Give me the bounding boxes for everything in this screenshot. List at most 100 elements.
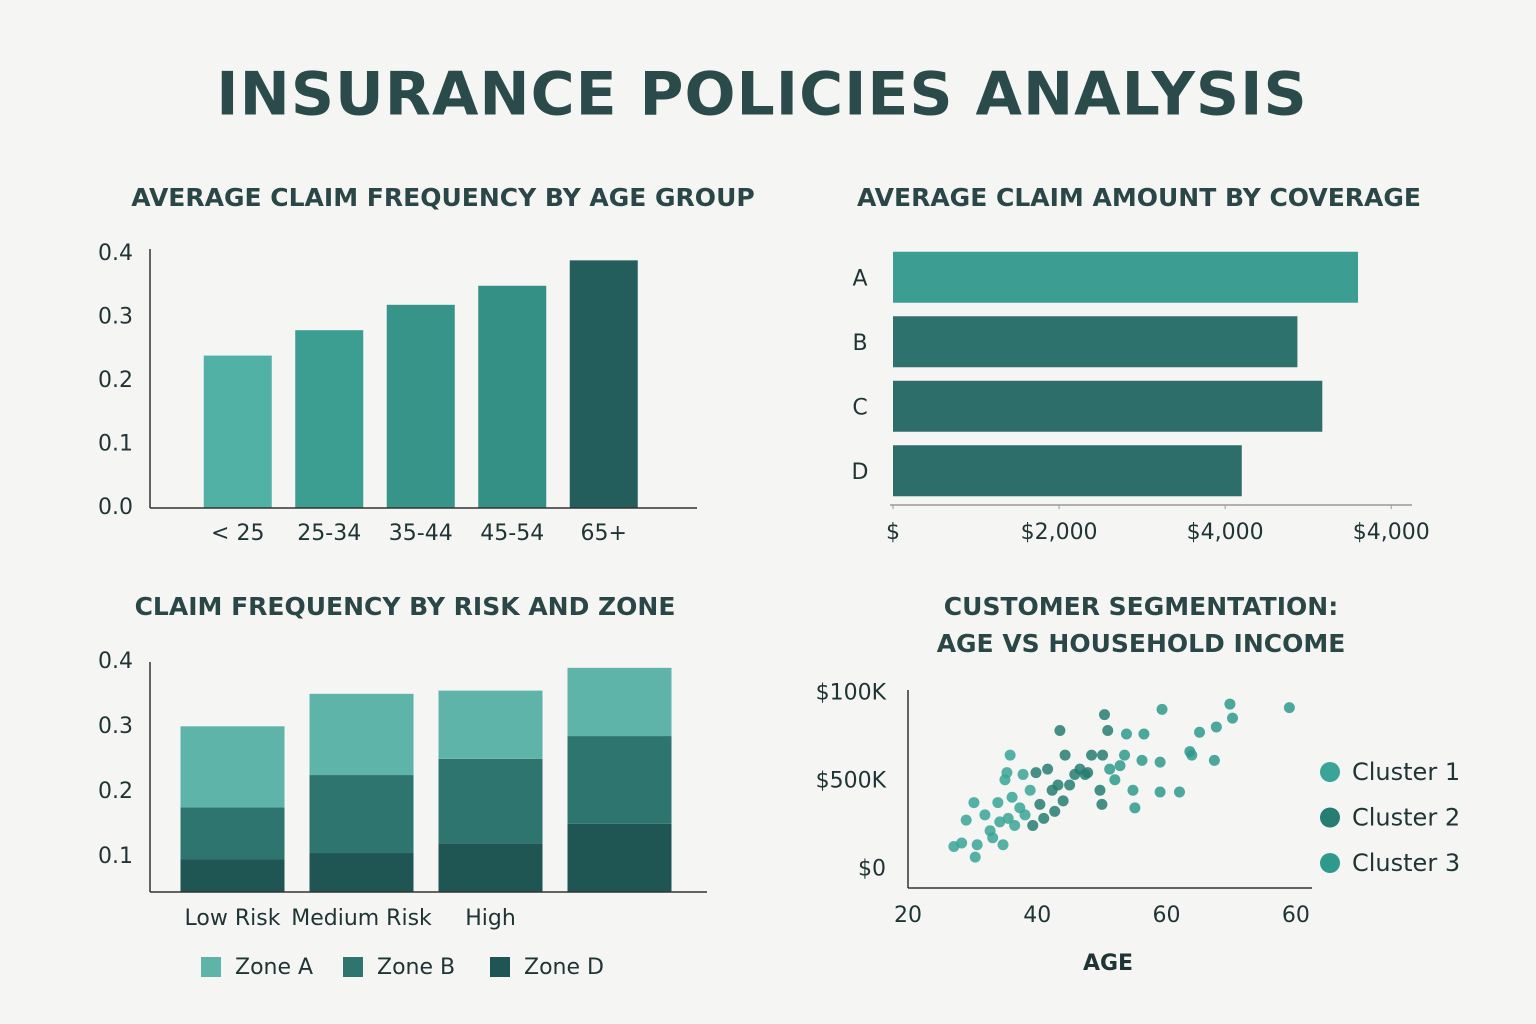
x-axis-label: AGE xyxy=(1083,951,1133,976)
y-tick-label: 0.3 xyxy=(98,305,133,330)
scatter-point xyxy=(1064,779,1076,791)
y-tick-label: 0.0 xyxy=(98,495,133,520)
scatter-point xyxy=(1038,812,1050,824)
scatter-point xyxy=(1097,749,1109,761)
scatter-point xyxy=(1009,819,1021,831)
bar xyxy=(203,355,272,508)
legend-marker xyxy=(1320,762,1340,782)
scatter-point xyxy=(1057,795,1069,807)
scatter-point xyxy=(1017,768,1029,780)
scatter-point xyxy=(1096,798,1108,810)
bar-segment xyxy=(567,667,672,737)
scatter-point xyxy=(992,797,1004,809)
bar xyxy=(893,316,1298,368)
scatter-point xyxy=(1094,784,1106,796)
legend-swatch xyxy=(201,957,221,977)
x-tick-label: 60 xyxy=(1282,903,1310,928)
scatter-point xyxy=(1102,724,1114,736)
scatter-point xyxy=(1099,709,1111,721)
legend-label: Zone B xyxy=(377,955,455,980)
chart-title: CUSTOMER SEGMENTATION: xyxy=(944,592,1338,621)
scatter-point xyxy=(1119,749,1131,761)
scatter-point xyxy=(1082,767,1094,779)
x-tick-label: $ xyxy=(886,520,900,545)
y-tick-label: 0.3 xyxy=(98,714,133,739)
scatter-point xyxy=(1059,749,1071,761)
scatter-point xyxy=(1054,724,1066,736)
x-tick-label: < 25 xyxy=(211,521,264,546)
legend-label: Zone D xyxy=(524,955,604,980)
scatter-point xyxy=(1052,779,1064,791)
legend-label: Cluster 2 xyxy=(1352,804,1460,832)
scatter-point xyxy=(987,832,999,844)
y-tick-label: A xyxy=(852,266,867,291)
bar xyxy=(386,304,455,508)
chart-title: AVERAGE CLAIM AMOUNT BY COVERAGE xyxy=(857,183,1421,212)
legend-label: Cluster 3 xyxy=(1352,849,1460,877)
scatter-point xyxy=(956,837,968,849)
scatter-point xyxy=(1173,786,1185,798)
scatter-point xyxy=(1001,767,1013,779)
x-tick-label: 60 xyxy=(1153,903,1181,928)
chart-title: AVERAGE CLAIM FREQUENCY BY AGE GROUP xyxy=(131,183,754,212)
x-tick-label: High xyxy=(465,906,516,931)
scatter-point xyxy=(1224,698,1236,710)
y-tick-label: B xyxy=(852,331,867,356)
scatter-point xyxy=(979,809,991,821)
scatter-point xyxy=(1034,798,1046,810)
scatter-point xyxy=(1030,767,1042,779)
x-tick-label: Medium Risk xyxy=(291,906,432,931)
y-tick-label: D xyxy=(852,460,869,485)
scatter-point xyxy=(1127,784,1139,796)
x-tick-label: 20 xyxy=(894,903,922,928)
legend-marker xyxy=(1320,807,1340,828)
bar-segment xyxy=(438,758,543,844)
x-tick-label: $4,000 xyxy=(1187,520,1264,545)
bar-segment xyxy=(567,736,672,824)
bar-segment xyxy=(567,823,672,892)
scatter-point xyxy=(1129,802,1141,814)
y-tick-label: 0.4 xyxy=(98,241,133,266)
scatter-point xyxy=(1049,805,1061,817)
x-tick-label: 35-44 xyxy=(389,521,453,546)
legend-label: Cluster 1 xyxy=(1352,758,1460,786)
y-tick-label: 0.2 xyxy=(98,779,133,804)
x-tick-label: $2,000 xyxy=(1021,520,1098,545)
chart-title: AGE VS HOUSEHOLD INCOME xyxy=(937,629,1346,658)
y-tick-label: 0.1 xyxy=(98,844,133,869)
bar-segment xyxy=(180,807,285,860)
legend-marker xyxy=(1320,853,1340,873)
bar xyxy=(893,445,1242,497)
scatter-point xyxy=(1027,819,1039,831)
bar-segment xyxy=(309,693,414,776)
bar xyxy=(478,285,547,508)
scatter-point xyxy=(1114,760,1126,772)
scatter-point xyxy=(1120,728,1132,740)
scatter-point xyxy=(1019,809,1031,821)
chart-title: CLAIM FREQUENCY BY RISK AND ZONE xyxy=(135,592,676,621)
y-tick-label: C xyxy=(852,395,867,420)
scatter-point xyxy=(1042,763,1054,775)
y-tick-label: $100K xyxy=(816,681,887,706)
bar-segment xyxy=(180,726,285,808)
scatter-point xyxy=(1154,786,1166,798)
x-tick-label: 65+ xyxy=(581,521,627,546)
y-tick-label: 0.4 xyxy=(98,649,133,674)
scatter-point xyxy=(1154,756,1166,768)
scatter-point xyxy=(1210,721,1222,733)
x-tick-label: Low Risk xyxy=(185,906,281,931)
bar xyxy=(893,251,1359,303)
x-tick-label: $4,000 xyxy=(1353,520,1430,545)
scatter-point xyxy=(994,816,1006,828)
x-tick-label: 25-34 xyxy=(297,521,361,546)
scatter-point xyxy=(997,839,1009,851)
x-tick-label: 40 xyxy=(1023,903,1051,928)
bar xyxy=(569,260,638,508)
scatter-point xyxy=(1283,702,1295,714)
scatter-point xyxy=(971,839,983,851)
scatter-point xyxy=(968,797,980,809)
scatter-point xyxy=(1004,749,1016,761)
scatter-point xyxy=(1156,703,1168,715)
bar-segment xyxy=(180,859,285,892)
